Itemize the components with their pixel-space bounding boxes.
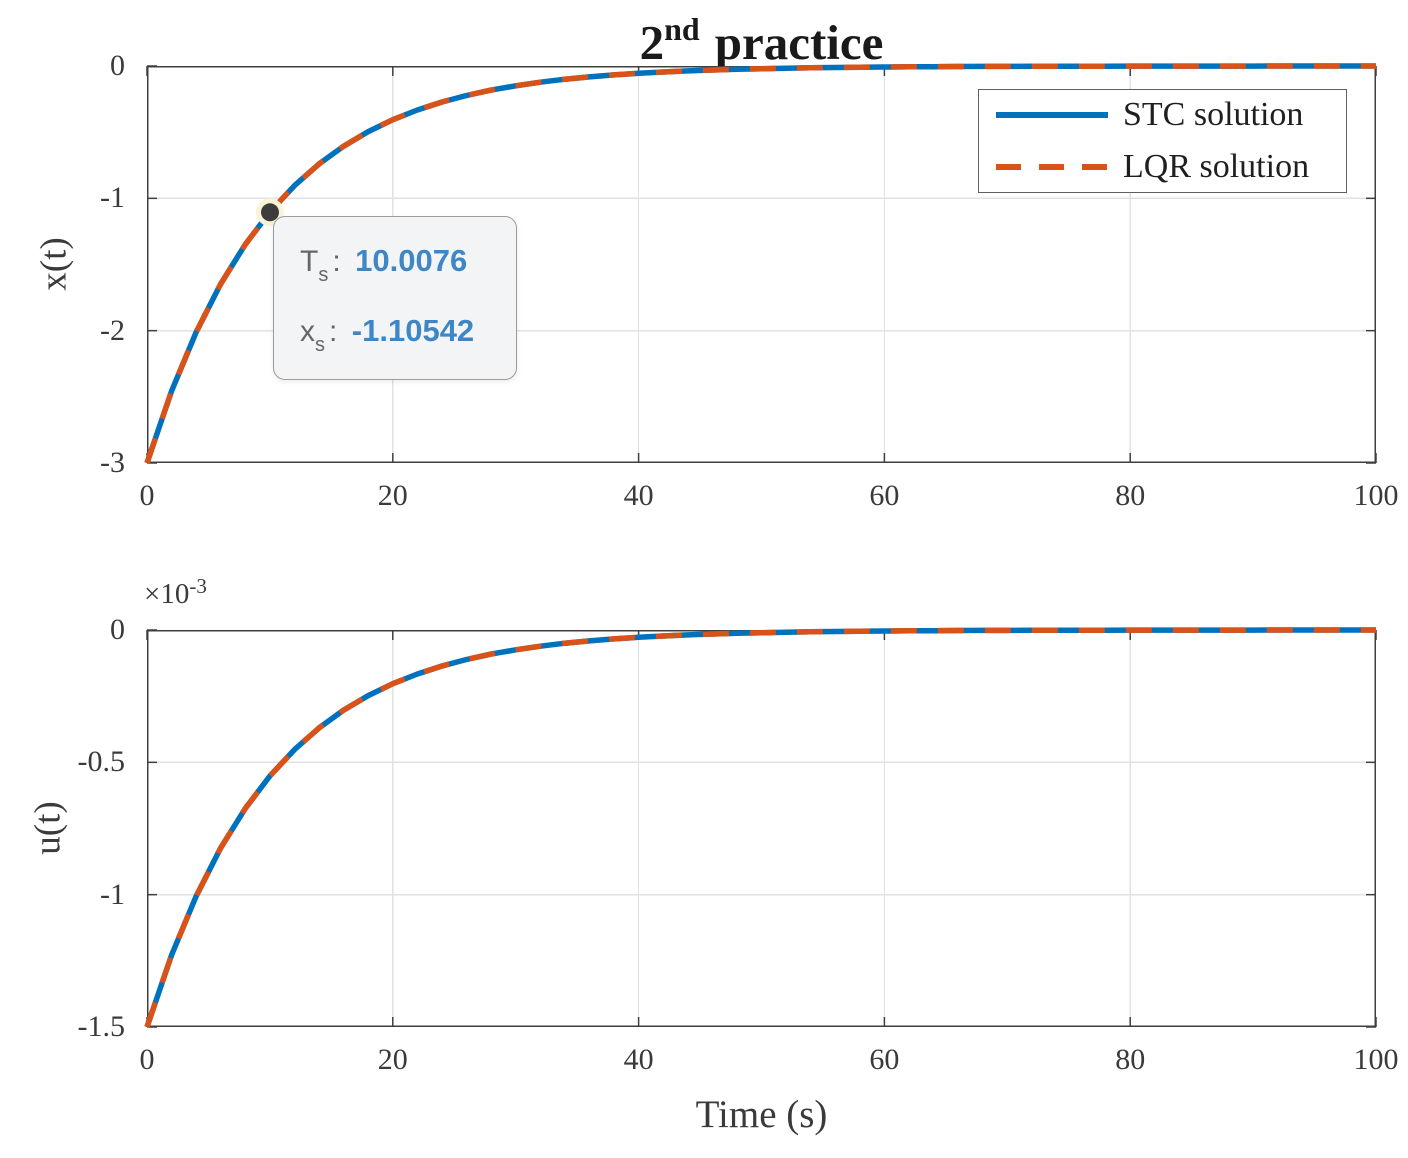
x-tick-label: 80 — [1115, 479, 1146, 512]
x-axis-label: Time (s) — [695, 1093, 828, 1136]
x-tick-label: 60 — [869, 1043, 900, 1076]
exponent-power: -3 — [189, 574, 207, 598]
datatip-colon: : — [329, 315, 338, 348]
datatip-colon: : — [332, 245, 341, 278]
x-tick-label: 20 — [377, 1043, 408, 1076]
datatip-row: Ts: 10.0076 — [300, 243, 516, 287]
bottom-plot-axes — [144, 627, 1377, 1028]
datatip-marker[interactable] — [260, 203, 279, 222]
x-tick-label: 0 — [139, 1043, 155, 1076]
datatip-value: -1.10542 — [351, 313, 475, 348]
y-axis-exponent-label: ×10-3 — [144, 574, 207, 611]
datatip-subscript: s — [318, 264, 329, 286]
x-tick-label: 40 — [623, 479, 654, 512]
legend-line-sample — [996, 112, 1108, 118]
legend-box[interactable]: STC solution LQR solution — [978, 89, 1347, 193]
y-tick-label: -0.5 — [77, 745, 126, 779]
y-tick-label: -1 — [100, 877, 125, 911]
datatip-row: xs: -1.10542 — [300, 313, 516, 357]
x-tick-label: 100 — [1353, 1043, 1399, 1076]
y-tick-label: 0 — [110, 613, 125, 646]
datatip-variable: T — [300, 245, 319, 278]
figure-title: 2nd practice — [147, 0, 1376, 72]
stc-solution-curve — [144, 627, 1376, 1028]
data-tip[interactable]: Ts: 10.0076 xs: -1.10542 — [273, 216, 517, 380]
datatip-variable: x — [300, 315, 315, 348]
legend-item: STC solution — [993, 96, 1346, 134]
datatip-value: 10.0076 — [355, 243, 468, 278]
y-tick-label: 0 — [110, 49, 125, 82]
x-tick-label: 0 — [139, 479, 155, 512]
y-tick-label: -2 — [100, 313, 125, 347]
title-base: 2 — [639, 15, 665, 70]
title-superscript: nd — [664, 11, 700, 47]
y-tick-label: -3 — [100, 446, 125, 479]
title-rest: practice — [714, 15, 884, 70]
x-tick-label: 20 — [377, 479, 408, 512]
datatip-label: xs: — [300, 315, 347, 356]
x-tick-label: 100 — [1353, 479, 1399, 512]
datatip-label: Ts: — [300, 245, 351, 286]
lqr-solution-curve — [144, 627, 1376, 1028]
x-tick-label: 80 — [1115, 1043, 1146, 1076]
y-tick-label: -1 — [100, 181, 125, 215]
datatip-subscript: s — [315, 334, 325, 356]
x-tick-label: 60 — [869, 479, 900, 512]
lqr-solution-curve — [144, 63, 1376, 464]
legend-item: LQR solution — [993, 148, 1346, 186]
exponent-base: ×10 — [144, 578, 190, 610]
legend-line-sample — [996, 164, 1108, 170]
legend-item-label: LQR solution — [1123, 148, 1310, 185]
bottom-y-axis-label: u(t) — [27, 801, 69, 855]
top-y-axis-label: x(t) — [33, 237, 75, 291]
axes-frame — [147, 630, 1376, 1027]
legend-item-label: STC solution — [1123, 96, 1304, 133]
x-tick-label: 40 — [623, 1043, 654, 1076]
y-tick-label: -1.5 — [77, 1010, 126, 1043]
